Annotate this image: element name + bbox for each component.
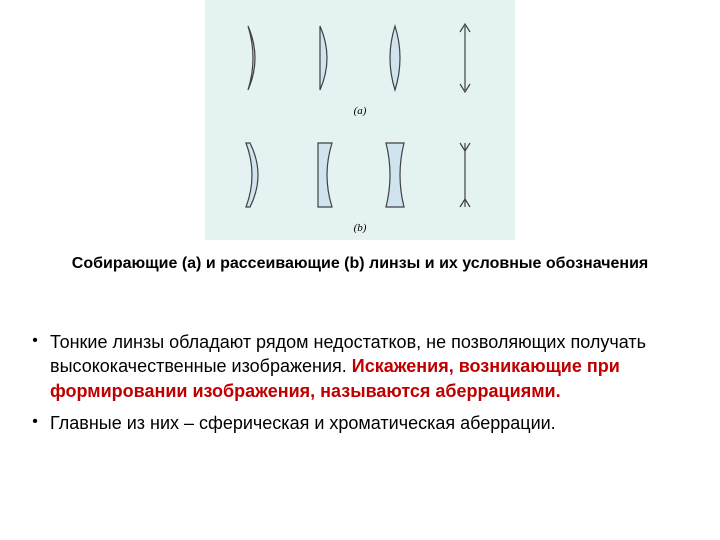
- bullet-marker: •: [20, 330, 50, 403]
- converging-lens-row: [205, 0, 515, 105]
- bullet-item: • Тонкие линзы обладают рядом недостатко…: [20, 330, 690, 403]
- lens-diagram: (a) (b): [205, 0, 515, 240]
- diverging-lens-row: [205, 117, 515, 222]
- bullet-plain: Главные из них – сферическая и хроматиче…: [50, 413, 556, 433]
- row-a-label: (a): [205, 105, 515, 117]
- converging-lens-symbol: [438, 18, 493, 98]
- meniscus-concave-lens: [228, 135, 283, 215]
- bullet-text: Тонкие линзы обладают рядом недостатков,…: [50, 330, 690, 403]
- plano-convex-lens: [298, 18, 353, 98]
- bullet-text: Главные из них – сферическая и хроматиче…: [50, 411, 690, 435]
- biconcave-lens: [368, 135, 423, 215]
- diverging-lens-symbol: [438, 135, 493, 215]
- bullet-list: • Тонкие линзы обладают рядом недостатко…: [20, 330, 690, 443]
- meniscus-convex-lens: [228, 18, 283, 98]
- diagram-caption: Собирающие (a) и рассеивающие (b) линзы …: [15, 255, 705, 273]
- plano-concave-lens: [298, 135, 353, 215]
- bullet-item: • Главные из них – сферическая и хромати…: [20, 411, 690, 435]
- row-b-label: (b): [205, 222, 515, 234]
- biconvex-lens: [368, 18, 423, 98]
- bullet-marker: •: [20, 411, 50, 435]
